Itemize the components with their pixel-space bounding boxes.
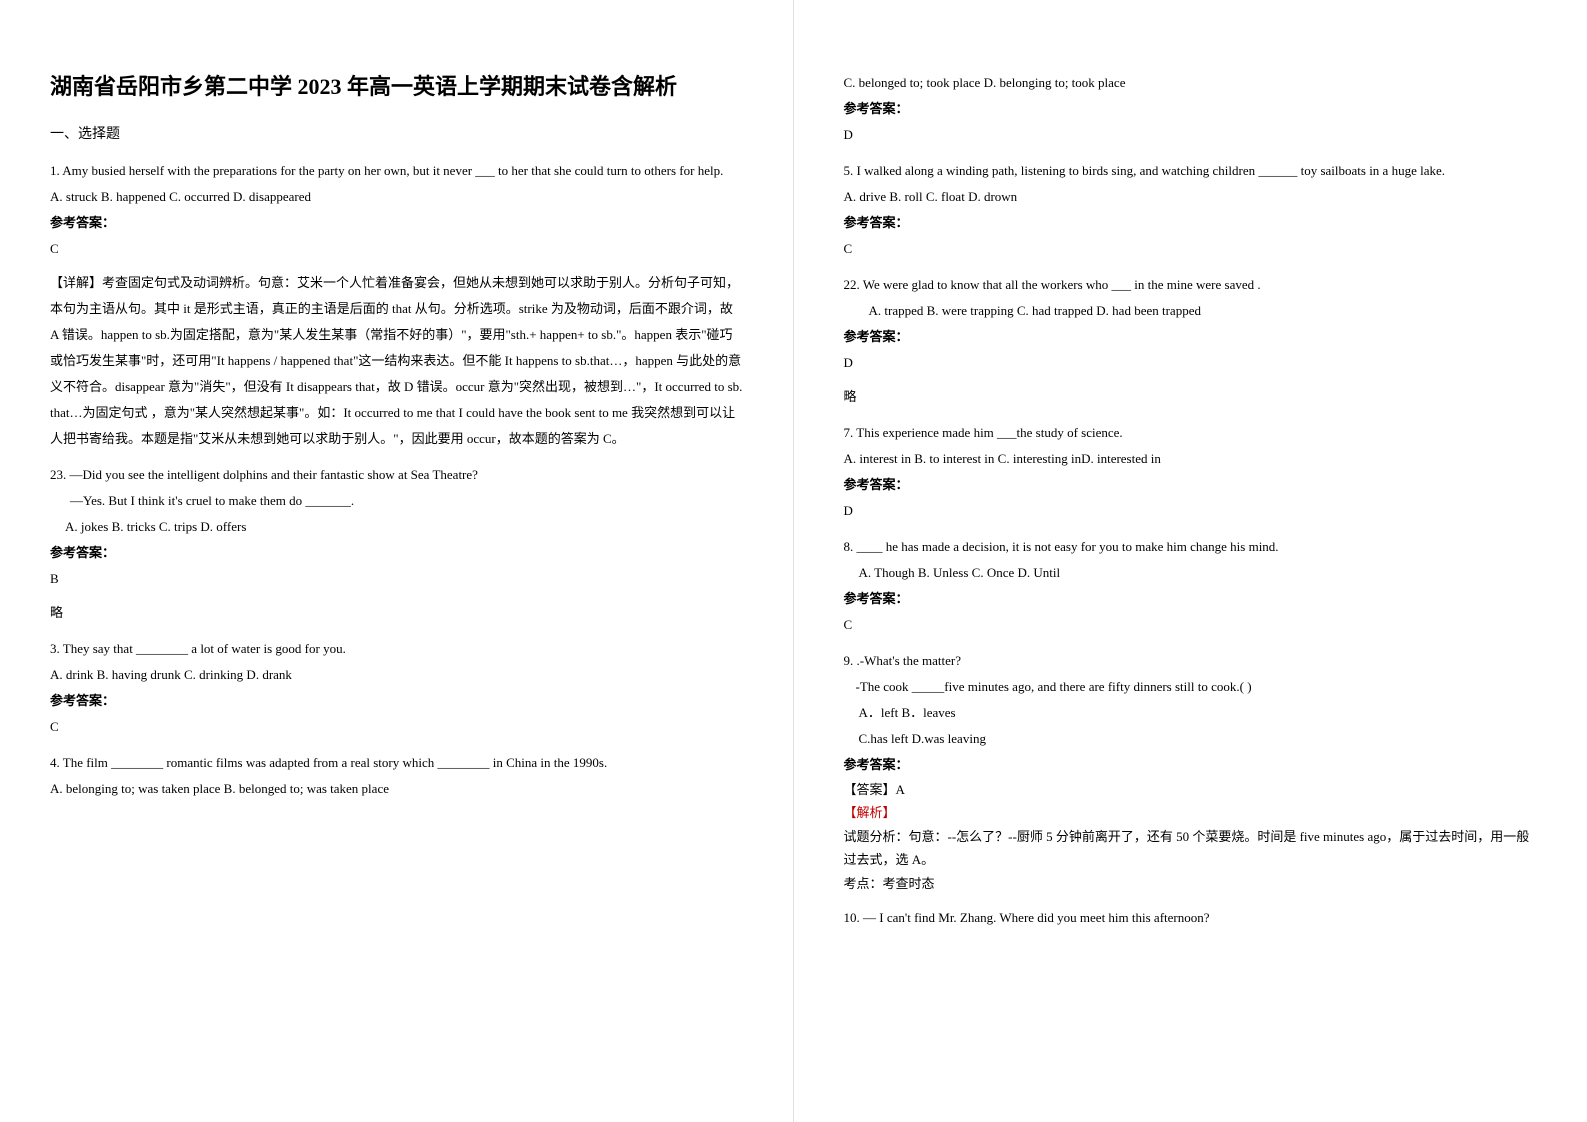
answer-label: 参考答案： bbox=[50, 210, 743, 236]
question-4: 4. The film ________ romantic films was … bbox=[50, 750, 743, 802]
answer-box-value: A bbox=[896, 782, 905, 797]
answer-label: 参考答案： bbox=[50, 540, 743, 566]
question-text: 4. The film ________ romantic films was … bbox=[50, 750, 743, 776]
question-text: 9. .-What's the matter? bbox=[844, 648, 1538, 674]
question-text: 5. I walked along a winding path, listen… bbox=[844, 158, 1538, 184]
question-options: A. struck B. happened C. occurred D. dis… bbox=[50, 184, 743, 210]
question-22: 22. We were glad to know that all the wo… bbox=[844, 272, 1538, 410]
question-5: 5. I walked along a winding path, listen… bbox=[844, 158, 1538, 262]
document-title: 湖南省岳阳市乡第二中学 2023 年高一英语上学期期末试卷含解析 bbox=[50, 70, 743, 103]
question-options: A. drink B. having drunk C. drinking D. … bbox=[50, 662, 743, 688]
answer-label: 参考答案： bbox=[844, 324, 1538, 350]
answer-value: C bbox=[844, 236, 1538, 262]
question-1: 1. Amy busied herself with the preparati… bbox=[50, 158, 743, 452]
answer-label: 参考答案： bbox=[844, 210, 1538, 236]
question-options: A. drive B. roll C. float D. drown bbox=[844, 184, 1538, 210]
question-10: 10. — I can't find Mr. Zhang. Where did … bbox=[844, 905, 1538, 931]
left-page: 湖南省岳阳市乡第二中学 2023 年高一英语上学期期末试卷含解析 一、选择题 1… bbox=[0, 0, 794, 1122]
question-options: A. belonging to; was taken place B. belo… bbox=[50, 776, 743, 802]
section-heading: 一、选择题 bbox=[50, 123, 743, 143]
answer-label: 参考答案： bbox=[844, 752, 1538, 778]
question-options: A. Though B. Unless C. Once D. Until bbox=[844, 560, 1538, 586]
question-9: 9. .-What's the matter? -The cook _____f… bbox=[844, 648, 1538, 895]
question-text: 10. — I can't find Mr. Zhang. Where did … bbox=[844, 905, 1538, 931]
question-text: 1. Amy busied herself with the preparati… bbox=[50, 158, 743, 184]
answer-value: D bbox=[844, 350, 1538, 376]
explanation: 略 bbox=[844, 384, 1538, 410]
question-text: 3. They say that ________ a lot of water… bbox=[50, 636, 743, 662]
answer-label: 参考答案： bbox=[844, 586, 1538, 612]
answer-label: 参考答案： bbox=[844, 472, 1538, 498]
question-text: 23. —Did you see the intelligent dolphin… bbox=[50, 462, 743, 488]
jiexi-text: 试题分析：句意：--怎么了？--厨师 5 分钟前离开了，还有 50 个菜要烧。时… bbox=[844, 825, 1538, 872]
explanation: 【详解】考查固定句式及动词辨析。句意：艾米一个人忙着准备宴会，但她从未想到她可以… bbox=[50, 270, 743, 452]
question-options: A. trapped B. were trapping C. had trapp… bbox=[844, 298, 1538, 324]
answer-value: C bbox=[50, 714, 743, 740]
question-7: 7. This experience made him ___the study… bbox=[844, 420, 1538, 524]
answer-value: C bbox=[50, 236, 743, 262]
question-text: 8. ____ he has made a decision, it is no… bbox=[844, 534, 1538, 560]
question-8: 8. ____ he has made a decision, it is no… bbox=[844, 534, 1538, 638]
question-3: 3. They say that ________ a lot of water… bbox=[50, 636, 743, 740]
answer-box-label: 【答案】 bbox=[844, 782, 896, 797]
question-text-2: —Yes. But I think it's cruel to make the… bbox=[50, 488, 743, 514]
answer-value: D bbox=[844, 122, 1538, 148]
answer-label: 参考答案： bbox=[844, 96, 1538, 122]
question-options: A．left B．leaves bbox=[844, 700, 1538, 726]
question-options-cont: C. belonged to; took place D. belonging … bbox=[844, 70, 1538, 96]
question-text-2: -The cook _____five minutes ago, and the… bbox=[844, 674, 1538, 700]
question-23: 23. —Did you see the intelligent dolphin… bbox=[50, 462, 743, 626]
question-options: A. jokes B. tricks C. trips D. offers bbox=[50, 514, 743, 540]
answer-value: C bbox=[844, 612, 1538, 638]
question-text: 22. We were glad to know that all the wo… bbox=[844, 272, 1538, 298]
answer-label: 参考答案： bbox=[50, 688, 743, 714]
question-options: A. interest in B. to interest in C. inte… bbox=[844, 446, 1538, 472]
answer-value: D bbox=[844, 498, 1538, 524]
question-4-cont: C. belonged to; took place D. belonging … bbox=[844, 70, 1538, 148]
right-page: C. belonged to; took place D. belonging … bbox=[794, 0, 1587, 1122]
explanation: 略 bbox=[50, 600, 743, 626]
question-options-2: C.has left D.was leaving bbox=[844, 726, 1538, 752]
answer-box: 【答案】A bbox=[844, 778, 1538, 801]
jiexi-label: 【解析】 bbox=[844, 801, 1538, 824]
kaodian: 考点：考查时态 bbox=[844, 872, 1538, 895]
answer-value: B bbox=[50, 566, 743, 592]
question-text: 7. This experience made him ___the study… bbox=[844, 420, 1538, 446]
